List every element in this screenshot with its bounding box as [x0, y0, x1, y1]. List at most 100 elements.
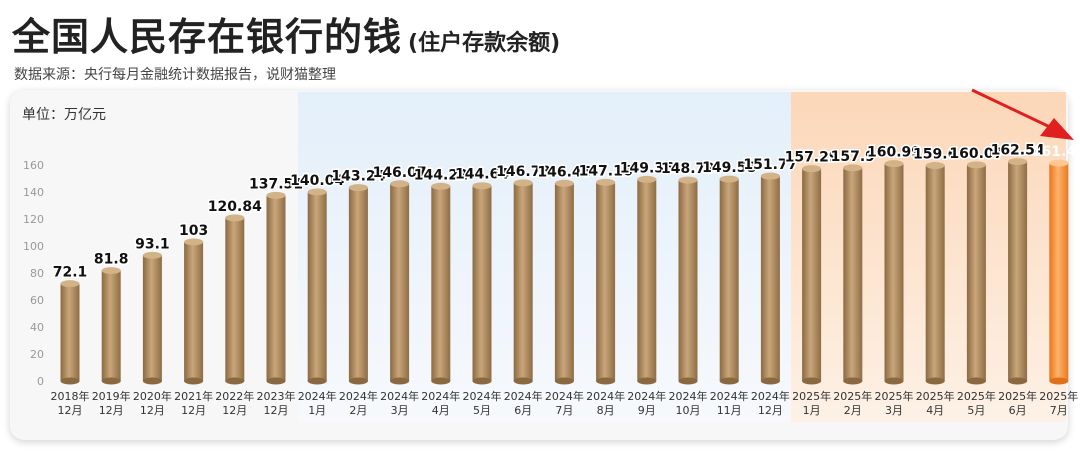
x-tick-label-month: 7月: [1050, 404, 1068, 417]
data-label: 157.29: [785, 150, 839, 166]
bar: [554, 179, 574, 385]
x-tick-label-month: 5月: [967, 404, 985, 417]
chart-subtitle: (住户存款余额): [408, 31, 561, 56]
data-label: 146.07: [373, 165, 427, 181]
x-tick-label-year: 2025年: [916, 389, 955, 403]
x-tick-label-year: 2018年: [51, 389, 90, 403]
x-tick-label-month: 12月: [99, 404, 124, 417]
x-tick-label-month: 12月: [140, 404, 165, 417]
bar: [431, 182, 451, 385]
data-label: 144.64: [455, 167, 509, 183]
x-tick-label-year: 2024年: [339, 389, 378, 403]
data-label: 146.45: [537, 164, 591, 180]
y-tick-label: 120: [23, 213, 44, 226]
x-tick-label-year: 2024年: [380, 389, 419, 403]
bg-2024-region: [298, 92, 791, 422]
y-tick-label: 80: [30, 267, 44, 280]
data-label: 120.84: [208, 199, 262, 215]
x-tick-label-month: 6月: [514, 404, 532, 417]
data-label: 159.6: [913, 147, 957, 163]
data-label: 160.07: [949, 146, 1003, 162]
x-tick-label-month: 4月: [432, 404, 450, 417]
bar: [142, 251, 162, 385]
y-tick-label: 0: [37, 375, 44, 388]
x-tick-label-month: 12月: [181, 404, 206, 417]
x-tick-label-year: 2024年: [669, 389, 708, 403]
data-label: 146.78: [496, 164, 550, 180]
x-tick-label-year: 2025年: [792, 389, 831, 403]
data-label: 160.99: [867, 145, 921, 161]
x-tick-label-year: 2023年: [257, 389, 296, 403]
y-tick-label: 140: [23, 186, 44, 199]
x-tick-label-year: 2024年: [545, 389, 584, 403]
y-tick-label: 60: [30, 294, 44, 307]
bar: [348, 184, 368, 385]
x-tick-label-year: 2025年: [1039, 389, 1078, 403]
bar: [225, 214, 245, 385]
x-tick-label-year: 2019年: [92, 389, 131, 403]
x-tick-label-year: 2020年: [133, 389, 172, 403]
x-tick-label-year: 2025年: [957, 389, 996, 403]
x-tick-label-year: 2024年: [710, 389, 749, 403]
bar: [1049, 159, 1069, 385]
x-tick-label-month: 8月: [597, 404, 615, 417]
bar: [802, 165, 822, 385]
x-tick-label-month: 10月: [676, 404, 701, 417]
x-tick-label-year: 2025年: [875, 389, 914, 403]
bar: [266, 191, 286, 385]
title-text: 全国人民存在银行的钱: [12, 15, 403, 59]
data-label: 157.9: [831, 149, 875, 165]
x-tick-label-month: 2月: [844, 404, 862, 417]
bar: [513, 179, 533, 385]
y-tick-label: 100: [23, 240, 44, 253]
x-tick-label-month: 3月: [391, 404, 409, 417]
arrow-icon: [971, 88, 1074, 140]
x-tick-label-year: 2024年: [627, 389, 666, 403]
data-label: 147.16: [579, 163, 633, 179]
data-label: 140.04: [290, 173, 344, 189]
bar: [1008, 158, 1028, 385]
y-tick-label: 40: [30, 321, 44, 334]
x-tick-label-month: 5月: [473, 404, 491, 417]
bar: [472, 182, 492, 385]
data-label: 162.54: [991, 143, 1045, 159]
y-tick-label: 20: [30, 348, 44, 361]
x-tick-label-month: 7月: [555, 404, 573, 417]
x-tick-label-year: 2021年: [174, 389, 213, 403]
data-label: 144.22: [414, 167, 468, 183]
data-source: 数据来源：央行每月金融统计数据报告，说财猫整理: [14, 67, 336, 83]
data-label: 137.51: [249, 176, 303, 192]
x-tick-label-year: 2025年: [998, 389, 1037, 403]
data-label: 72.1: [53, 265, 88, 281]
x-tick-label-year: 2024年: [298, 389, 337, 403]
x-tick-label-year: 2024年: [504, 389, 543, 403]
bar: [678, 176, 698, 385]
x-tick-label-year: 2024年: [751, 389, 790, 403]
bar: [719, 175, 739, 385]
x-tick-label-month: 12月: [222, 404, 247, 417]
data-label: 151.77: [743, 157, 797, 173]
x-tick-label-month: 12月: [58, 404, 83, 417]
x-tick-label-month: 12月: [264, 404, 289, 417]
bar: [760, 172, 780, 385]
x-tick-label-month: 9月: [638, 404, 656, 417]
chart-title: 全国人民存在银行的钱 (住户存款余额): [12, 6, 560, 61]
x-tick-label-year: 2022年: [215, 389, 254, 403]
unit-label: 单位：万亿元: [22, 107, 106, 123]
x-tick-label-month: 2月: [349, 404, 367, 417]
data-label: 143.24: [331, 169, 385, 185]
x-tick-label-month: 1月: [308, 404, 326, 417]
bar: [60, 280, 80, 385]
y-tick-label: 160: [23, 159, 44, 172]
x-tick-label-month: 3月: [885, 404, 903, 417]
data-label: 103: [179, 223, 208, 239]
x-tick-label-year: 2025年: [833, 389, 872, 403]
data-label: 161.43: [1032, 144, 1080, 160]
x-tick-label-month: 4月: [926, 404, 944, 417]
bar: [966, 161, 986, 385]
bar: [843, 164, 863, 385]
bar: [184, 238, 204, 385]
data-label: 149.36: [620, 160, 674, 176]
data-label: 81.8: [94, 252, 129, 268]
bar: [637, 175, 657, 385]
